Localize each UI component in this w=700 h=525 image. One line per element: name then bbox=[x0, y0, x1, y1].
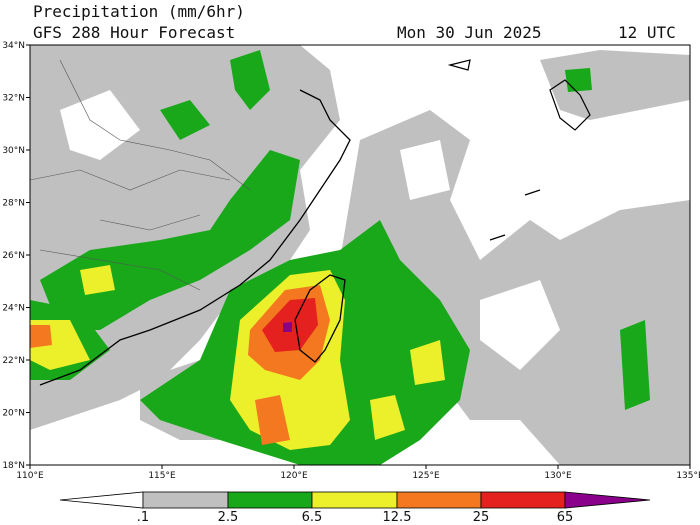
lat-label: 26°N bbox=[2, 251, 25, 261]
lat-label: 32°N bbox=[2, 94, 25, 104]
colorbar-label: 12.5 bbox=[383, 510, 412, 525]
lon-label: 110°E bbox=[16, 471, 44, 481]
colorbar-label: 25 bbox=[473, 510, 490, 525]
lat-label: 20°N bbox=[2, 409, 25, 419]
lon-label: 115°E bbox=[148, 471, 176, 481]
title: Precipitation (mm/6hr) bbox=[33, 2, 245, 21]
subtitle: GFS 288 Hour Forecast bbox=[33, 23, 235, 42]
lat-label: 30°N bbox=[2, 146, 25, 156]
lat-label: 22°N bbox=[2, 356, 25, 366]
lat-label: 18°N bbox=[2, 461, 25, 471]
lat-label: 34°N bbox=[2, 41, 25, 51]
lon-label: 125°E bbox=[412, 471, 440, 481]
lon-label: 135°E bbox=[676, 471, 700, 481]
lon-label: 130°E bbox=[544, 471, 572, 481]
precip-field bbox=[30, 45, 690, 465]
lat-label: 24°N bbox=[2, 304, 25, 314]
colorbar bbox=[59, 491, 651, 509]
time: 12 UTC bbox=[618, 23, 676, 42]
colorbar-label: .1 bbox=[137, 510, 149, 525]
date: Mon 30 Jun 2025 bbox=[397, 23, 542, 42]
lon-label: 120°E bbox=[280, 471, 308, 481]
colorbar-label: 2.5 bbox=[218, 510, 239, 525]
lat-label: 28°N bbox=[2, 199, 25, 209]
colorbar-label: 65 bbox=[557, 510, 574, 525]
colorbar-label: 6.5 bbox=[302, 510, 323, 525]
